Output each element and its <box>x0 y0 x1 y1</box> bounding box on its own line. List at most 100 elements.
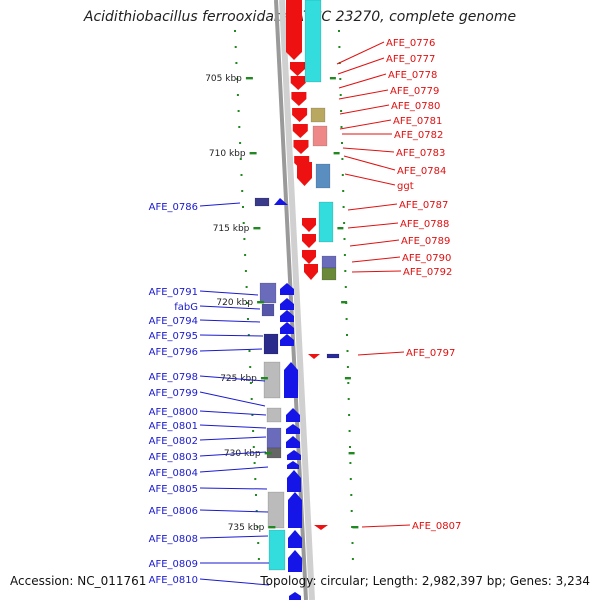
gene-label: AFE_0792 <box>403 267 452 278</box>
tick-dot <box>341 174 344 176</box>
gene-label: AFE_0800 <box>149 407 198 418</box>
gene-features <box>254 0 340 600</box>
gene-box <box>318 201 334 243</box>
tick-dot <box>247 334 250 336</box>
tick-dot <box>338 46 341 48</box>
tick-dot <box>349 462 352 464</box>
gene-box <box>266 427 282 449</box>
tick-dot <box>340 126 343 128</box>
tick-dot <box>248 350 251 352</box>
gene-arrow-forward <box>291 92 307 106</box>
tick-dot <box>237 110 240 112</box>
gene-label: AFE_0783 <box>396 148 445 159</box>
leader-line <box>199 391 266 407</box>
tick-dot <box>342 190 345 192</box>
gene-arrow-forward <box>304 264 318 280</box>
gene-label: fabG <box>174 302 198 313</box>
tick-dot <box>241 190 244 192</box>
gene-label: AFE_0790 <box>402 253 451 264</box>
gene-box <box>321 267 337 281</box>
gene-arrow-reverse <box>287 470 301 492</box>
leader-line <box>357 351 405 356</box>
tick-dot <box>346 334 348 336</box>
tick-dot <box>340 110 343 112</box>
leader-line <box>343 155 396 171</box>
gene-box <box>321 255 337 269</box>
leader-line <box>347 222 399 229</box>
kbp-tick <box>260 377 268 380</box>
leader-line <box>199 305 261 310</box>
tick-dot <box>255 510 258 512</box>
tick-dot <box>242 222 245 224</box>
leader-line <box>339 104 390 115</box>
tick-dot <box>243 238 246 240</box>
tick-dot <box>346 366 349 368</box>
gene-box <box>261 303 275 317</box>
tick-dot <box>257 542 260 544</box>
kbp-label: 705 kbp <box>205 74 242 84</box>
gene-label: AFE_0780 <box>391 101 440 112</box>
gene-arrow-reverse <box>280 322 294 334</box>
gene-arrow-forward <box>302 218 316 232</box>
kbp-tick <box>329 77 336 80</box>
tick-dot <box>343 222 346 224</box>
gene-box <box>315 163 331 189</box>
tick-dot <box>343 254 346 256</box>
gene-label: AFE_0789 <box>401 236 450 247</box>
gene-label: AFE_0802 <box>149 436 198 447</box>
gene-label: AFE_0804 <box>149 468 198 479</box>
gene-label: AFE_0782 <box>394 130 443 141</box>
leader-line <box>199 334 264 337</box>
kbp-label: 710 kbp <box>209 149 246 159</box>
gene-arrow-forward <box>293 140 309 154</box>
leader-line <box>199 202 241 207</box>
accession-text: Accession: NC_011761 <box>10 574 147 588</box>
tick-dot <box>348 430 351 432</box>
gene-label: AFE_0779 <box>390 86 439 97</box>
tick-dot <box>246 302 249 304</box>
gene-arrow-reverse <box>284 362 298 398</box>
gene-arrow-reverse <box>280 310 294 322</box>
kbp-label: 715 kbp <box>213 224 250 234</box>
kbp-tick <box>264 452 272 455</box>
leader-line <box>361 524 411 528</box>
gene-arrow-reverse <box>289 592 301 600</box>
gene-arrow-reverse <box>287 461 299 469</box>
tick-dot <box>341 158 344 160</box>
kbp-label: 720 kbp <box>216 298 253 308</box>
gene-label: AFE_0809 <box>149 559 198 570</box>
tick-dot <box>349 478 352 480</box>
tick-dot <box>346 350 349 352</box>
tick-dot <box>254 478 257 480</box>
leader-line <box>199 319 261 323</box>
gene-box <box>326 353 340 359</box>
kbp-tick <box>352 526 359 529</box>
gene-arrow-reverse <box>287 450 301 460</box>
tick-dot <box>244 270 247 272</box>
kbp-tick <box>245 77 253 80</box>
leader-line <box>199 424 267 429</box>
gene-box <box>268 529 286 571</box>
kbp-tick <box>337 227 344 230</box>
tick-dot <box>338 30 340 32</box>
gene-arrow-reverse <box>288 492 302 528</box>
leader-line <box>199 451 267 457</box>
gene-labels: AFE_0776 AFE_0777 AFE_0778 AFE_0779 AFE_0780… <box>149 38 462 586</box>
leader-line <box>347 203 398 211</box>
gene-arrow-forward <box>286 0 302 60</box>
tick-dot <box>351 526 354 528</box>
gene-box <box>312 125 328 147</box>
gene-arrow-reverse <box>286 408 300 422</box>
gene-box <box>304 0 322 83</box>
gene-label: AFE_0794 <box>149 316 198 327</box>
gene-arrow-reverse <box>274 198 288 205</box>
gene-arrow-reverse <box>280 334 294 346</box>
gene-box <box>263 333 279 355</box>
leader-line <box>351 270 402 273</box>
gene-label: AFE_0798 <box>149 372 198 383</box>
gene-label: AFE_0807 <box>412 521 461 532</box>
kbp-tick <box>253 227 261 230</box>
gene-label: AFE_0803 <box>149 452 198 463</box>
gene-arrow-forward <box>290 62 305 76</box>
leader-line <box>199 348 263 352</box>
